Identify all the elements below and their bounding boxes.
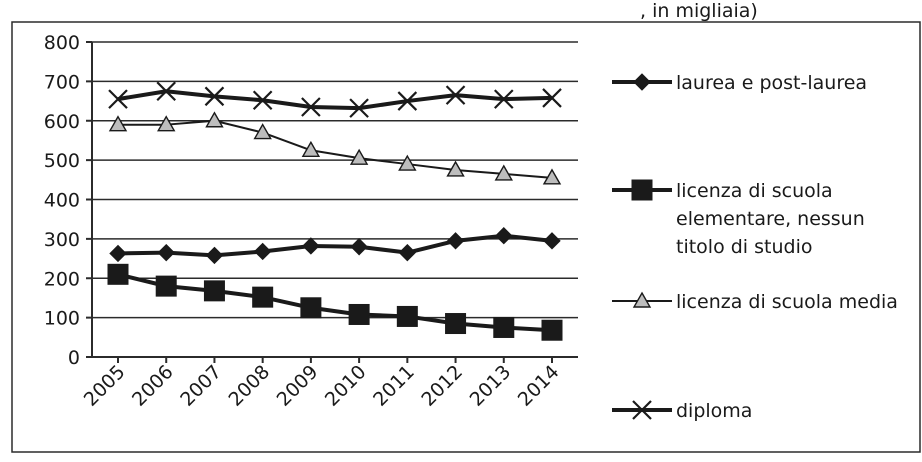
x-tick-label: 2006	[128, 361, 178, 411]
x-tick-label: 2008	[224, 361, 274, 411]
series-line-3	[118, 119, 553, 179]
data-point	[397, 91, 418, 111]
data-point	[204, 86, 225, 107]
x-tick-label: 2011	[369, 361, 419, 411]
data-point	[205, 111, 224, 128]
data-point	[156, 81, 177, 101]
data-point	[157, 115, 176, 132]
data-point	[108, 115, 128, 132]
data-point	[300, 297, 322, 319]
y-tick-label: 100	[44, 308, 80, 330]
data-point	[495, 227, 513, 245]
legend-marker	[632, 291, 652, 308]
data-point	[253, 242, 272, 261]
y-tick-label: 0	[68, 347, 80, 369]
legend-label: diploma	[676, 400, 752, 422]
data-point	[398, 243, 417, 262]
x-tick-label: 2007	[176, 361, 226, 411]
y-tick-labels: 0 100 200 300 400 500 600 700 800	[44, 32, 80, 369]
data-point	[205, 246, 224, 265]
legend-label-line: licenza di scuola	[676, 180, 833, 202]
legend-entry-3: licenza di scuola media	[612, 291, 898, 313]
data-point	[542, 168, 562, 185]
y-tick-label: 800	[44, 32, 80, 54]
data-point	[396, 305, 418, 327]
legend-label-line: titolo di studio	[676, 236, 812, 258]
data-point	[349, 148, 369, 165]
x-tick-label: 2005	[80, 361, 130, 411]
data-point	[348, 303, 370, 325]
legend-marker	[632, 400, 652, 420]
series-line-1	[117, 233, 553, 258]
legend: laurea e post-laurea licenza di scuola ele…	[612, 72, 898, 422]
data-point	[543, 232, 561, 250]
series-line-2	[117, 272, 553, 333]
x-tick-label: 2014	[514, 361, 564, 411]
data-point	[252, 286, 274, 308]
data-point	[350, 238, 368, 256]
legend-entry-2: licenza di scuola elementare, nessun titol…	[612, 179, 865, 258]
data-point	[446, 160, 465, 177]
x-tick-label: 2013	[466, 361, 516, 411]
data-point	[302, 237, 320, 255]
data-point	[542, 88, 562, 108]
data-point	[301, 97, 321, 117]
data-point	[445, 313, 467, 335]
data-point	[445, 85, 466, 105]
legend-entry-4: diploma	[612, 400, 752, 422]
series-line-4	[117, 89, 553, 111]
data-point	[157, 243, 175, 262]
legend-entry-1: laurea e post-laurea	[612, 72, 867, 94]
data-point	[494, 164, 513, 181]
series	[107, 81, 563, 341]
legend-label: laurea e post-laurea	[676, 72, 867, 94]
y-tick-label: 500	[44, 150, 80, 172]
data-point	[252, 90, 273, 111]
data-point	[446, 232, 465, 250]
data-point	[108, 89, 128, 109]
data-point	[349, 98, 369, 118]
x-tick-label: 2009	[273, 361, 323, 411]
y-tick-label: 400	[44, 190, 80, 212]
legend-label-line: elementare, nessun	[676, 208, 865, 230]
chart-frame	[11, 21, 921, 453]
top-caption: , in migliaia)	[640, 0, 758, 22]
data-point	[301, 140, 321, 157]
data-point	[541, 319, 563, 341]
x-tick-label: 2012	[417, 361, 467, 411]
data-point	[109, 244, 127, 263]
data-point	[203, 280, 225, 302]
data-point	[155, 275, 177, 297]
y-tick-label: 600	[44, 111, 80, 133]
data-point	[107, 263, 129, 285]
data-point	[493, 89, 514, 109]
legend-marker	[633, 73, 651, 91]
axes	[86, 41, 578, 363]
data-point	[253, 123, 272, 140]
legend-label: licenza di scuola media	[676, 291, 898, 313]
data-point	[493, 316, 515, 338]
y-tick-label: 300	[44, 229, 80, 251]
y-tick-label: 200	[44, 268, 80, 290]
y-tick-label: 700	[44, 71, 80, 93]
data-point	[398, 154, 417, 171]
legend-marker	[631, 179, 653, 201]
x-tick-label: 2010	[321, 361, 371, 411]
